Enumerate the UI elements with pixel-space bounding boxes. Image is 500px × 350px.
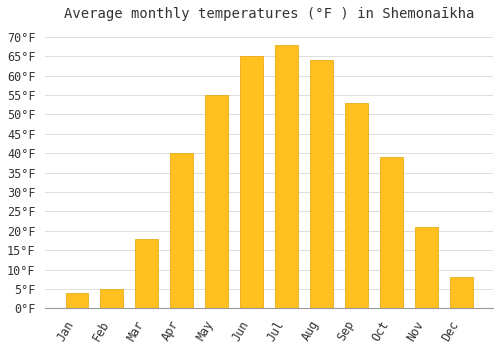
Bar bbox=[450, 277, 472, 308]
Bar bbox=[136, 238, 158, 308]
Bar bbox=[415, 227, 438, 308]
Bar bbox=[206, 95, 228, 308]
Bar bbox=[170, 153, 193, 308]
Bar bbox=[100, 289, 123, 308]
Bar bbox=[66, 293, 88, 308]
Bar bbox=[240, 56, 263, 308]
Bar bbox=[275, 44, 298, 308]
Bar bbox=[345, 103, 368, 308]
Title: Average monthly temperatures (°F ) in Shemonaīkha: Average monthly temperatures (°F ) in Sh… bbox=[64, 7, 474, 21]
Bar bbox=[380, 157, 403, 308]
Bar bbox=[310, 60, 333, 308]
